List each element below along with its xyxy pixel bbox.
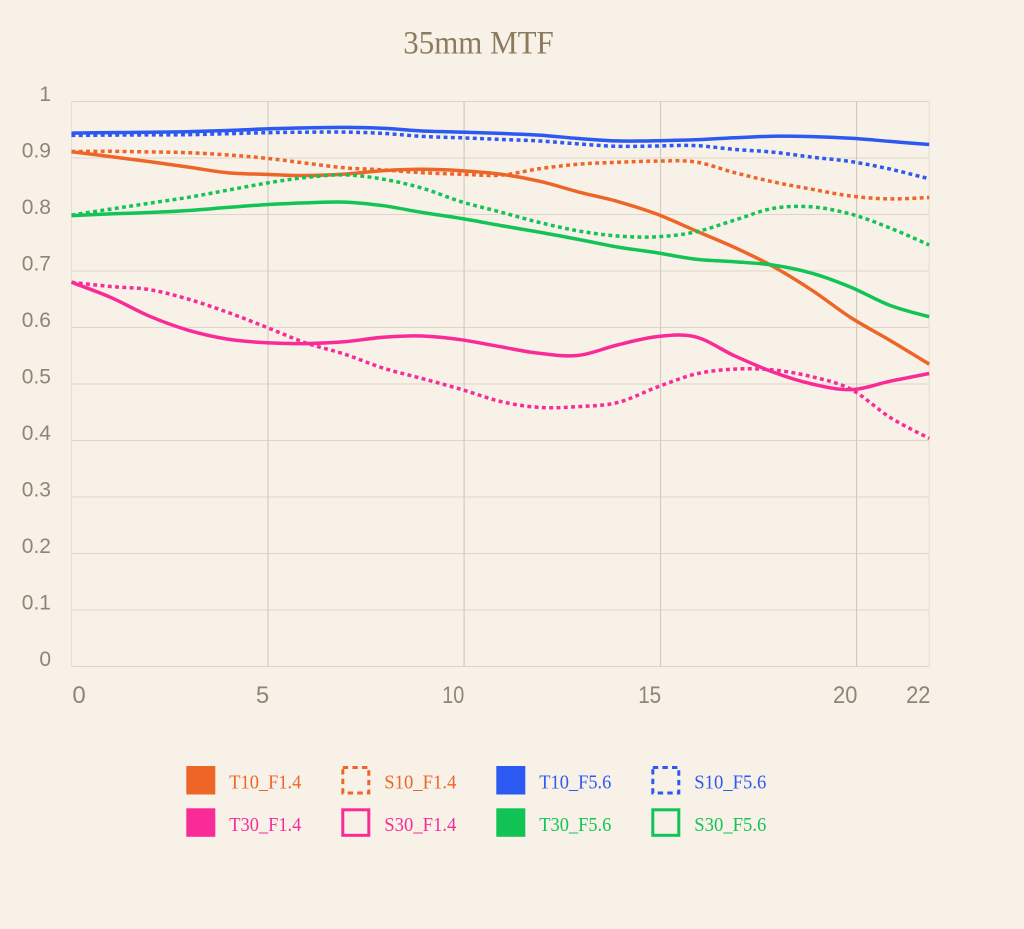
svg-text:T30_F5.6: T30_F5.6 [539, 814, 611, 836]
svg-text:0.3: 0.3 [22, 479, 51, 502]
svg-text:T10_F1.4: T10_F1.4 [229, 772, 301, 794]
svg-text:T10_F5.6: T10_F5.6 [539, 772, 611, 794]
svg-text:35mm MTF: 35mm MTF [403, 26, 554, 62]
svg-text:0.8: 0.8 [22, 196, 51, 219]
svg-text:0.7: 0.7 [22, 253, 51, 276]
svg-text:0.1: 0.1 [22, 592, 51, 615]
svg-text:0.6: 0.6 [22, 309, 51, 332]
svg-text:5: 5 [256, 682, 269, 709]
svg-text:S10_F5.6: S10_F5.6 [694, 772, 766, 794]
svg-text:0.5: 0.5 [22, 366, 51, 389]
svg-text:1: 1 [39, 83, 51, 106]
svg-text:0.2: 0.2 [22, 535, 51, 558]
svg-text:22: 22 [906, 682, 930, 709]
svg-text:0.4: 0.4 [22, 422, 52, 445]
svg-text:0: 0 [72, 682, 85, 709]
svg-text:S10_F1.4: S10_F1.4 [384, 772, 456, 794]
svg-text:10: 10 [442, 682, 464, 709]
svg-text:20: 20 [833, 682, 857, 709]
svg-text:S30_F5.6: S30_F5.6 [694, 814, 766, 836]
svg-text:T30_F1.4: T30_F1.4 [229, 814, 301, 836]
svg-text:15: 15 [638, 682, 661, 709]
svg-text:S30_F1.4: S30_F1.4 [384, 814, 456, 836]
svg-text:0.9: 0.9 [22, 140, 51, 163]
svg-text:0: 0 [39, 648, 51, 671]
